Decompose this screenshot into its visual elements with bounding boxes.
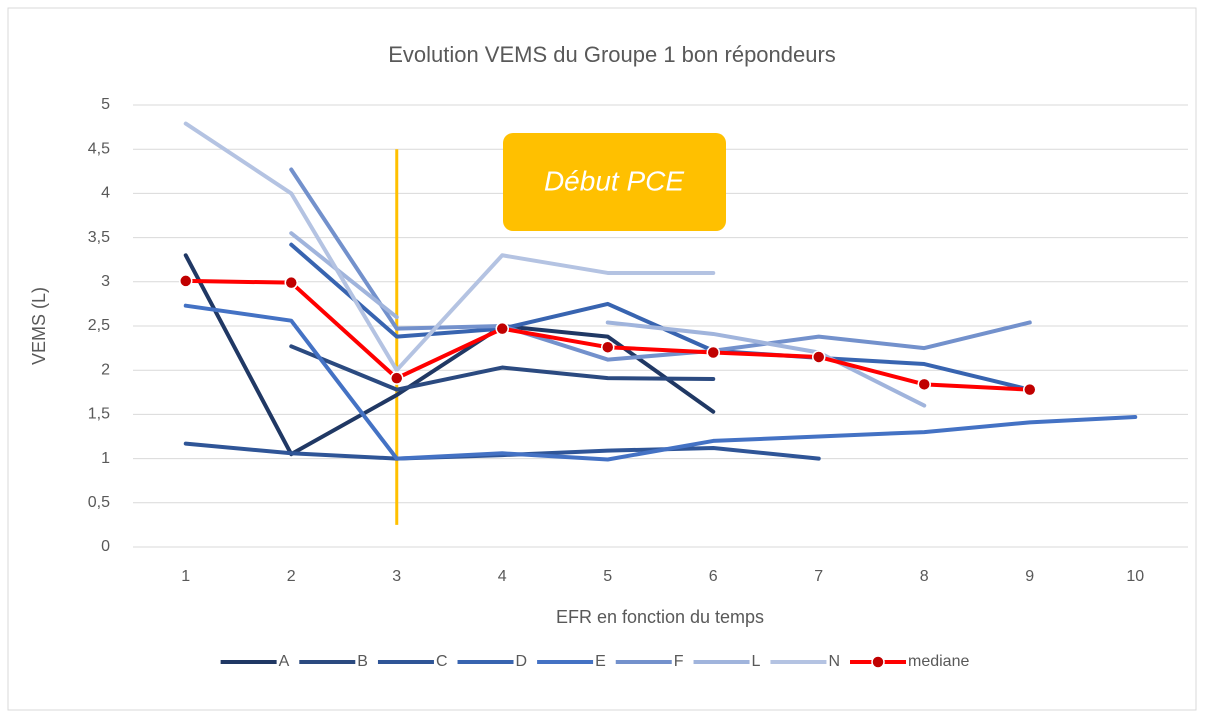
point-marker bbox=[706, 345, 720, 360]
x-tick-label: 8 bbox=[920, 568, 929, 585]
legend-label: B bbox=[357, 653, 368, 670]
y-axis-label: VEMS (L) bbox=[29, 287, 49, 365]
annotation-box bbox=[503, 133, 726, 231]
point-marker bbox=[601, 340, 615, 354]
x-tick-label: 6 bbox=[709, 568, 718, 585]
x-tick-label: 1 bbox=[181, 568, 190, 585]
point-marker bbox=[495, 321, 509, 336]
point-marker bbox=[179, 274, 193, 288]
y-tick-label: 1 bbox=[101, 450, 110, 467]
x-tick-label: 5 bbox=[603, 568, 612, 585]
legend-label: A bbox=[279, 653, 290, 670]
y-tick-label: 0 bbox=[101, 538, 110, 555]
x-tick-label: 10 bbox=[1126, 568, 1144, 585]
series-line bbox=[289, 231, 927, 408]
point-marker bbox=[917, 377, 931, 392]
x-axis-label: EFR en fonction du temps bbox=[556, 607, 764, 627]
point-marker bbox=[1023, 382, 1037, 397]
y-tick-label: 2 bbox=[101, 361, 110, 378]
point-marker bbox=[390, 371, 404, 385]
series-line bbox=[289, 167, 1032, 362]
legend-label: mediane bbox=[908, 653, 969, 670]
x-tick-label: 2 bbox=[287, 568, 296, 585]
point-marker bbox=[812, 350, 826, 364]
legend-label: D bbox=[516, 653, 528, 670]
legend-label: E bbox=[595, 653, 606, 670]
series-line bbox=[183, 121, 716, 373]
y-tick-label: 3,5 bbox=[88, 229, 110, 246]
y-tick-label: 4,5 bbox=[88, 140, 110, 157]
legend-label: L bbox=[752, 653, 761, 670]
point-marker bbox=[284, 275, 298, 290]
legend-label: F bbox=[674, 653, 684, 670]
legend-label: N bbox=[828, 653, 840, 670]
y-tick-label: 0,5 bbox=[88, 494, 110, 511]
chart-title: Evolution VEMS du Groupe 1 bon répondeur… bbox=[388, 42, 836, 67]
x-tick-label: 4 bbox=[498, 568, 507, 585]
series-line bbox=[289, 344, 716, 392]
x-tick-label: 9 bbox=[1025, 568, 1034, 585]
y-tick-label: 2,5 bbox=[88, 317, 110, 334]
y-tick-label: 3 bbox=[101, 273, 110, 290]
y-tick-label: 1,5 bbox=[88, 406, 110, 423]
legend-marker bbox=[871, 655, 885, 669]
series-line bbox=[183, 303, 1138, 462]
x-tick-label: 3 bbox=[392, 568, 401, 585]
y-tick-label: 5 bbox=[101, 96, 110, 113]
legend-label: C bbox=[436, 653, 448, 670]
annotation-text: Début PCE bbox=[544, 165, 684, 196]
y-tick-label: 4 bbox=[101, 185, 110, 202]
x-tick-label: 7 bbox=[814, 568, 823, 585]
